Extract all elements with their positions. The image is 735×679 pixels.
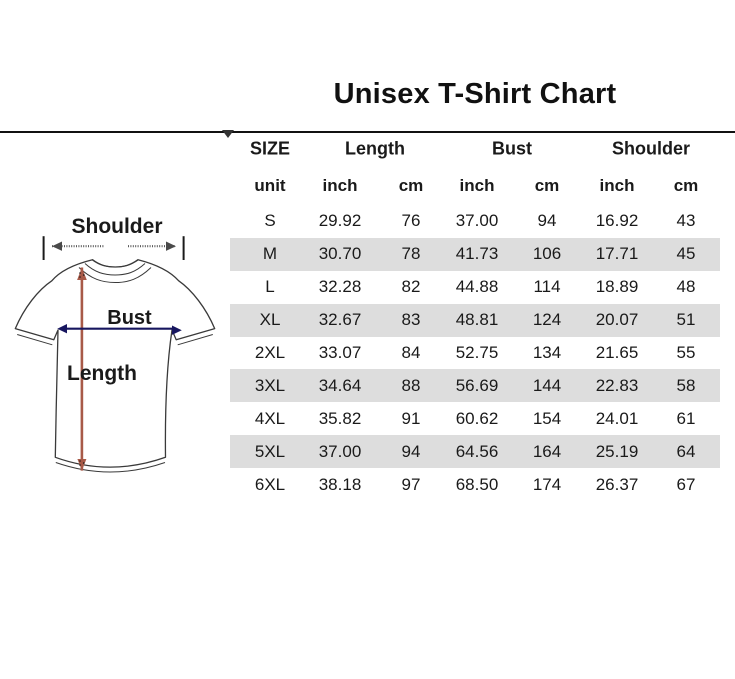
svg-text:Length: Length [67, 362, 137, 385]
svg-text:Bust: Bust [107, 307, 152, 329]
svg-text:Shoulder: Shoulder [71, 215, 162, 238]
